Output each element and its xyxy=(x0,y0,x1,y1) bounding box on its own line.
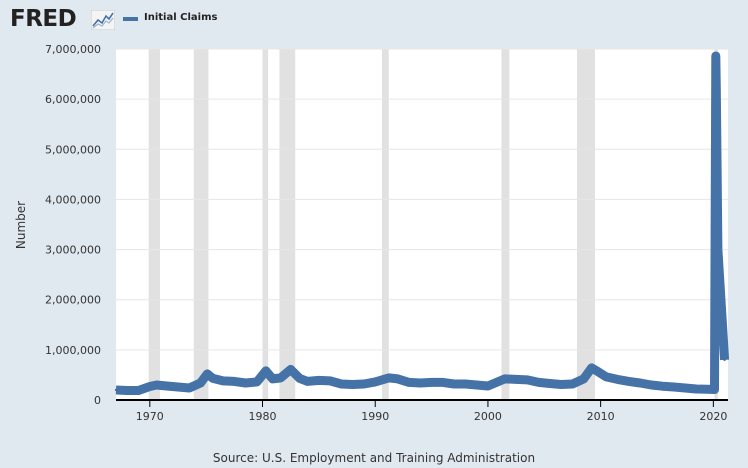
data-point xyxy=(387,376,390,380)
data-point xyxy=(244,381,247,385)
data-point xyxy=(627,380,631,383)
data-point xyxy=(616,378,619,381)
data-point xyxy=(340,382,343,386)
data-point xyxy=(715,87,718,91)
data-point xyxy=(430,381,433,384)
y-tick-label: 2,000,000 xyxy=(45,294,101,307)
data-point xyxy=(723,358,726,362)
recession-band xyxy=(193,49,209,400)
data-point xyxy=(452,382,456,386)
data-point xyxy=(714,54,718,58)
series-layer xyxy=(114,51,730,395)
x-tick-label: 2000 xyxy=(474,410,502,423)
data-point xyxy=(289,368,292,371)
data-point xyxy=(255,380,259,384)
y-tick-label: 5,000,000 xyxy=(45,143,101,156)
recession-band xyxy=(381,49,389,400)
data-point xyxy=(713,388,716,391)
data-point xyxy=(351,383,354,386)
y-tick-label: 7,000,000 xyxy=(45,43,101,56)
data-point xyxy=(199,381,202,385)
data-point xyxy=(503,377,507,381)
data-point xyxy=(441,381,445,384)
data-point xyxy=(650,383,653,387)
data-point xyxy=(298,377,301,380)
data-point xyxy=(559,383,563,386)
recession-band xyxy=(279,49,296,400)
data-point xyxy=(537,381,540,384)
recession-band xyxy=(501,49,510,400)
x-tick-label: 1970 xyxy=(136,410,164,423)
line-chart-icon xyxy=(91,10,115,30)
data-point xyxy=(486,384,490,388)
data-point xyxy=(271,377,274,381)
y-tick-label: 3,000,000 xyxy=(45,244,101,257)
data-point xyxy=(221,379,225,383)
legend-label: Initial Claims xyxy=(144,12,218,23)
data-point xyxy=(328,379,332,383)
x-tick-label: 2020 xyxy=(699,410,727,423)
data-point xyxy=(211,377,215,380)
data-point xyxy=(514,378,518,381)
data-point xyxy=(155,383,158,387)
data-point xyxy=(590,366,593,370)
data-point xyxy=(716,248,720,251)
data-point xyxy=(188,386,191,390)
data-point xyxy=(264,369,268,373)
data-point xyxy=(317,379,321,382)
data-point xyxy=(206,372,209,376)
recession-band xyxy=(262,49,269,400)
legend-swatch xyxy=(123,17,138,21)
series-line-initial-claims[interactable] xyxy=(115,54,726,392)
data-point xyxy=(605,375,608,379)
data-point xyxy=(475,383,478,387)
y-axis-label: Number xyxy=(14,200,28,250)
line-chart: 0 1,000,000 2,000,000 3,000,000 4,000,000 5,0… xyxy=(45,43,730,423)
data-point xyxy=(407,381,411,384)
data-point xyxy=(233,380,236,383)
data-point xyxy=(706,388,709,391)
y-gridlines xyxy=(116,48,728,351)
recession-band xyxy=(148,49,160,400)
data-point xyxy=(526,378,529,382)
recession-band xyxy=(576,49,596,400)
y-axis: 0 1,000,000 2,000,000 3,000,000 4,000,000 5,0… xyxy=(45,43,101,407)
y-tick-label: 1,000,000 xyxy=(45,344,101,357)
y-tick-label: 0 xyxy=(94,394,101,407)
source-note: Source: U.S. Employment and Training Adm… xyxy=(212,451,536,465)
data-point xyxy=(114,388,118,392)
data-point xyxy=(661,385,664,388)
x-tick-label: 1980 xyxy=(249,410,277,423)
y-tick-label: 6,000,000 xyxy=(45,93,101,106)
data-point xyxy=(176,385,180,389)
data-point xyxy=(279,376,282,380)
chart-header: FRED Initial Claims xyxy=(0,0,748,40)
plot-area xyxy=(116,49,728,399)
data-point xyxy=(571,382,574,386)
data-point xyxy=(374,380,377,384)
data-point xyxy=(582,377,585,381)
data-point xyxy=(597,370,600,374)
data-point xyxy=(638,381,642,385)
data-point xyxy=(137,389,140,392)
x-tick-label: 1990 xyxy=(361,410,389,423)
x-axis: 1970 1980 1990 2000 2010 2020 xyxy=(136,401,727,423)
data-point xyxy=(683,386,687,390)
recession-shading xyxy=(148,49,718,400)
data-point xyxy=(362,382,366,386)
y-tick-label: 4,000,000 xyxy=(45,193,101,206)
data-point xyxy=(148,385,152,388)
data-point xyxy=(396,377,399,381)
fred-logo[interactable]: FRED xyxy=(10,6,77,32)
data-point xyxy=(126,389,129,392)
data-point xyxy=(306,380,309,383)
data-point xyxy=(672,385,676,389)
data-point xyxy=(419,381,422,385)
data-point xyxy=(464,382,467,386)
data-point xyxy=(548,382,552,385)
data-point xyxy=(165,384,168,388)
x-tick-label: 2010 xyxy=(587,410,615,423)
data-point xyxy=(695,387,698,391)
